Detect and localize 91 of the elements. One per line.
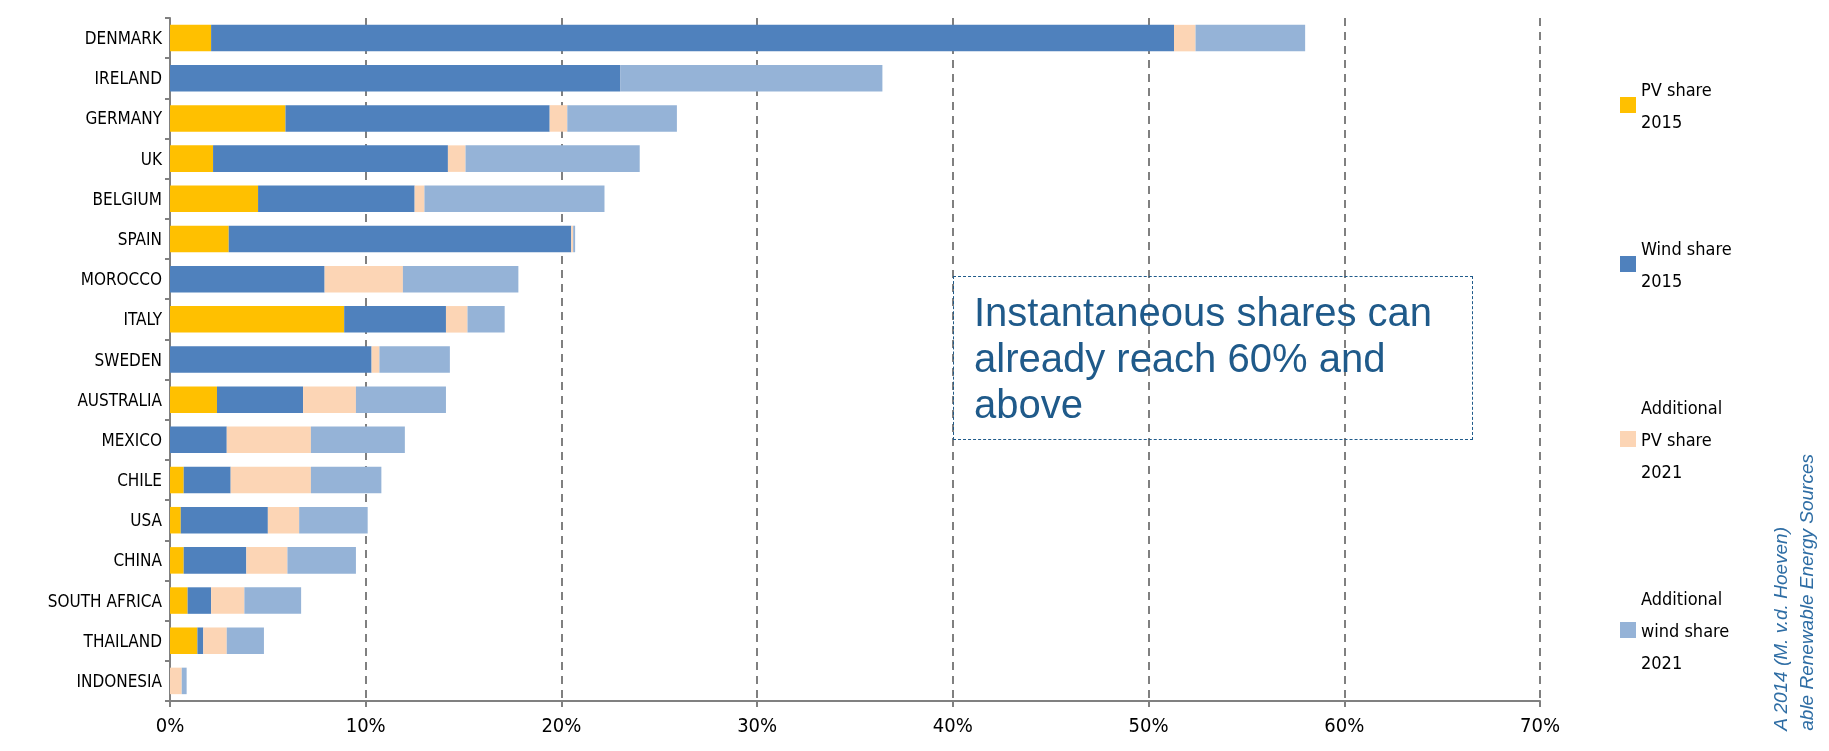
y-tick-label: USA (130, 510, 163, 531)
bar (170, 265, 325, 293)
bar (447, 145, 466, 172)
bar (467, 306, 505, 333)
text: A 2014 (M. v.d. Hoeven) (1770, 527, 1792, 731)
y-tick-label: CHINA (113, 550, 163, 571)
y-tick-label: MOROCCO (80, 269, 162, 290)
bar (371, 346, 380, 373)
y-tick-label: AUSTRALIA (77, 389, 163, 410)
bar (170, 587, 188, 614)
x-tick-label: 0% (155, 713, 185, 737)
x-tick-label: 30% (737, 713, 778, 737)
bar (324, 265, 403, 293)
bar (303, 386, 356, 413)
y-tick-label: BELGIUM (92, 188, 162, 209)
y-tick-label: THAILAND (82, 630, 162, 651)
bar (216, 386, 304, 413)
bar (170, 185, 259, 213)
bar (170, 306, 345, 333)
y-tick-label: SPAIN (117, 228, 162, 249)
bar (183, 547, 247, 574)
y-tick-label: DENMARK (84, 28, 163, 49)
bar (170, 466, 184, 494)
bar (170, 667, 182, 695)
bar (246, 547, 288, 574)
bar (355, 386, 446, 413)
text-box: Instantaneous shares can already reach 60% and above (953, 276, 1473, 440)
bar (226, 627, 264, 654)
bar (310, 426, 405, 454)
bar (170, 547, 184, 574)
legend-label: Wind share 2015 (1641, 237, 1737, 291)
x-tick-label: 20% (541, 713, 582, 737)
y-tick-label: IRELAND (94, 68, 162, 89)
x-tick-label: 40% (932, 713, 973, 737)
bar (379, 346, 450, 373)
bar (170, 426, 227, 454)
bar (445, 306, 468, 333)
x-tick-label: 70% (1520, 713, 1560, 737)
bar (424, 185, 605, 213)
bar (170, 225, 229, 253)
bar (187, 587, 212, 614)
bar (344, 306, 446, 333)
x-tick-label: 60% (1324, 713, 1365, 737)
y-tick-label: GERMANY (85, 108, 163, 129)
bar (310, 466, 382, 494)
bar (299, 506, 368, 534)
bar (244, 587, 302, 614)
bar (203, 627, 227, 654)
legend-label: PV share 2015 (1641, 78, 1717, 132)
legend-label: Additional PV share 2021 (1641, 396, 1728, 482)
bar (267, 506, 300, 534)
y-tick-label: MEXICO (101, 429, 162, 450)
bar (567, 105, 677, 132)
bar (170, 386, 217, 413)
bar (180, 506, 268, 534)
bar (228, 225, 572, 253)
bar (170, 627, 198, 654)
y-tick-label: INDONESIA (76, 670, 163, 691)
bar (230, 466, 311, 494)
bar (549, 105, 568, 132)
x-tick-label: 50% (1128, 713, 1169, 737)
bar (170, 65, 621, 92)
bar (170, 24, 212, 52)
bar (170, 105, 286, 132)
y-tick-label: CHILE (117, 470, 162, 491)
bar (258, 185, 415, 213)
bar (170, 346, 372, 373)
bar (465, 145, 640, 172)
legend-label: Additional wind share 2021 (1641, 587, 1735, 673)
y-tick-label: ITALY (123, 309, 163, 330)
y-tick-label: SOUTH AFRICA (47, 590, 163, 611)
bar (1195, 24, 1306, 52)
bar (285, 105, 550, 132)
x-tick-label: 10% (345, 713, 386, 737)
bar (414, 185, 425, 213)
bar (170, 506, 181, 534)
y-tick-label: SWEDEN (94, 349, 162, 370)
text: able Renewable Energy Sources (1796, 454, 1818, 731)
bar (211, 587, 245, 614)
bar (197, 627, 204, 654)
bar (620, 65, 883, 92)
bar (287, 547, 356, 574)
bar (181, 667, 187, 695)
bar (183, 466, 231, 494)
bar (226, 426, 311, 454)
bar (213, 145, 448, 172)
bar (1174, 24, 1196, 52)
bar (170, 145, 214, 172)
bar (211, 24, 1175, 52)
bar (402, 265, 519, 293)
y-tick-label: UK (140, 148, 163, 169)
